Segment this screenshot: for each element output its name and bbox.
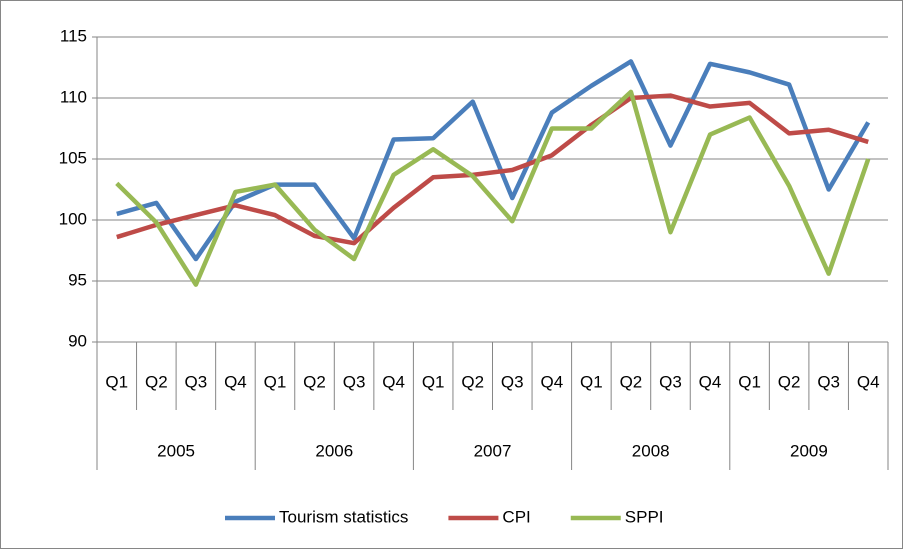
- x-tick-label: Q4: [224, 372, 247, 391]
- x-tick-label: Q1: [580, 372, 603, 391]
- x-group-label: 2008: [632, 441, 670, 460]
- x-tick-label: Q4: [540, 372, 563, 391]
- x-tick-label: Q2: [778, 372, 801, 391]
- x-tick-label: Q1: [105, 372, 128, 391]
- x-group-label: 2009: [790, 441, 828, 460]
- y-tick-label: 115: [60, 26, 87, 45]
- x-group-label: 2007: [474, 441, 512, 460]
- series-line: [116, 93, 869, 246]
- x-tick-label: Q3: [343, 372, 366, 391]
- x-tick-label: Q2: [303, 372, 326, 391]
- x-tick-label: Q4: [699, 372, 722, 391]
- x-tick-label: Q4: [857, 372, 880, 391]
- x-tick-label: Q4: [382, 372, 405, 391]
- x-group-label: 2005: [157, 441, 195, 460]
- x-tick-label: Q2: [620, 372, 643, 391]
- series-line: [116, 59, 871, 262]
- x-tick-label: Q1: [738, 372, 761, 391]
- series-line: [115, 89, 871, 287]
- y-tick-label: 95: [68, 270, 87, 289]
- x-tick-label: Q3: [501, 372, 524, 391]
- x-tick-label: Q1: [264, 372, 287, 391]
- y-tick-label: 105: [59, 148, 87, 167]
- legend-label: CPI: [502, 507, 530, 526]
- legend-label: SPPI: [625, 507, 664, 526]
- x-group-label: 2006: [315, 441, 353, 460]
- x-tick-label: Q3: [659, 372, 682, 391]
- y-tick-label: 110: [60, 87, 87, 106]
- y-tick-label: 100: [59, 209, 87, 228]
- x-tick-label: Q2: [461, 372, 484, 391]
- x-tick-label: Q3: [817, 372, 840, 391]
- x-tick-label: Q3: [185, 372, 208, 391]
- legend-label: Tourism statistics: [279, 507, 408, 526]
- x-tick-label: Q2: [145, 372, 168, 391]
- y-tick-label: 90: [68, 331, 87, 350]
- x-tick-label: Q1: [422, 372, 445, 391]
